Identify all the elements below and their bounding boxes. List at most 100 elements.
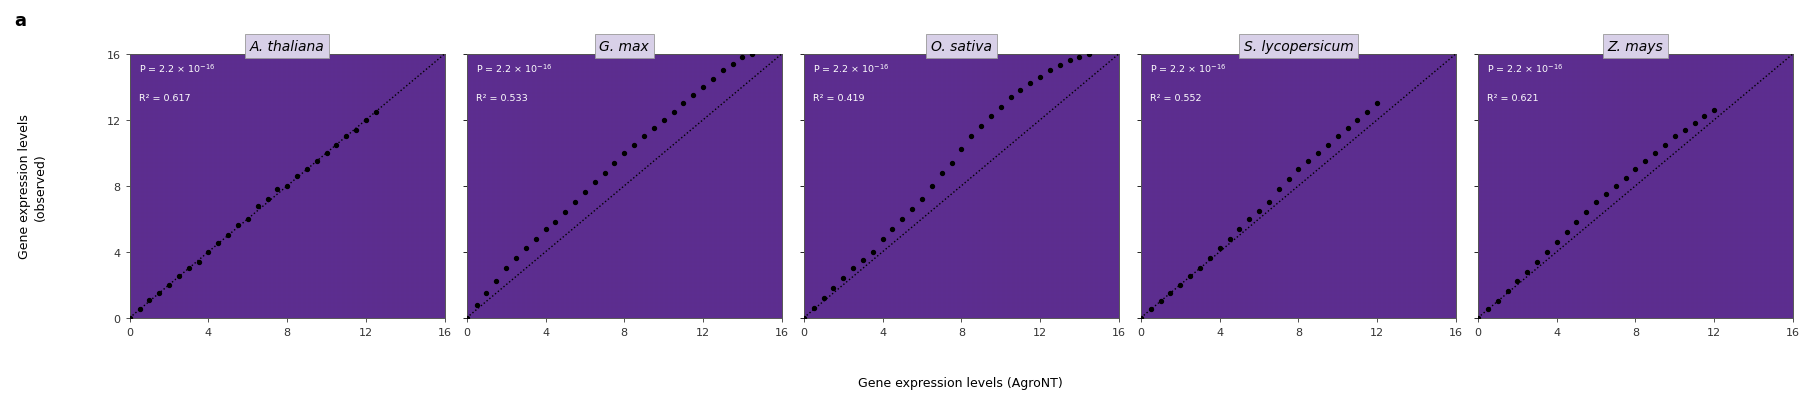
Text: R² = 0.617: R² = 0.617 — [139, 94, 191, 103]
Point — [986, 104, 1015, 111]
Point — [481, 279, 510, 285]
Point — [937, 160, 966, 166]
Point — [155, 282, 184, 288]
Text: P = 2.2 $\times$ 10$^{-16}$: P = 2.2 $\times$ 10$^{-16}$ — [813, 62, 890, 75]
Point — [580, 180, 609, 186]
Point — [115, 315, 144, 321]
Point — [1611, 175, 1640, 181]
Point — [1146, 298, 1175, 305]
Point — [1362, 101, 1391, 107]
Text: P = 2.2 $\times$ 10$^{-16}$: P = 2.2 $\times$ 10$^{-16}$ — [476, 62, 553, 75]
Point — [351, 117, 380, 124]
Point — [917, 183, 946, 190]
Point — [1215, 236, 1243, 242]
Point — [1514, 269, 1543, 275]
Text: P = 2.2 $\times$ 10$^{-16}$: P = 2.2 $\times$ 10$^{-16}$ — [1487, 62, 1564, 75]
Point — [362, 109, 391, 115]
Text: R² = 0.552: R² = 0.552 — [1150, 94, 1202, 103]
Point — [312, 150, 341, 157]
Point — [1353, 109, 1382, 115]
Text: P = 2.2 $\times$ 10$^{-16}$: P = 2.2 $\times$ 10$^{-16}$ — [1150, 62, 1227, 75]
Point — [551, 209, 580, 216]
Point — [928, 170, 957, 176]
Point — [966, 124, 995, 130]
Point — [688, 84, 717, 91]
Point — [521, 236, 550, 242]
Point — [1265, 186, 1294, 193]
Point — [948, 147, 977, 153]
Point — [591, 170, 620, 176]
Point — [600, 160, 629, 166]
Point — [1622, 166, 1651, 173]
Point — [818, 285, 847, 292]
Text: R² = 0.419: R² = 0.419 — [813, 94, 865, 103]
Text: R² = 0.621: R² = 0.621 — [1487, 94, 1539, 103]
Point — [541, 219, 569, 226]
Point — [252, 196, 281, 203]
Point — [214, 232, 243, 239]
Point — [512, 245, 541, 252]
Point — [800, 305, 829, 311]
Point — [1065, 55, 1094, 61]
Point — [1045, 63, 1074, 69]
Point — [1679, 121, 1708, 127]
Point — [1234, 216, 1263, 222]
Point — [1157, 290, 1186, 296]
Point — [789, 315, 818, 321]
Point — [532, 226, 560, 232]
Point — [1463, 315, 1492, 321]
Point — [560, 200, 589, 206]
Point — [1523, 259, 1552, 265]
Point — [1543, 239, 1571, 245]
Point — [223, 223, 252, 229]
Point — [1126, 315, 1155, 321]
Point — [1483, 298, 1512, 305]
Point — [1294, 158, 1323, 165]
Title: O. sativa: O. sativa — [932, 40, 991, 53]
Point — [243, 203, 272, 209]
Point — [1056, 58, 1085, 64]
Point — [737, 51, 766, 58]
Point — [1591, 191, 1620, 198]
Point — [501, 256, 530, 262]
Point — [1699, 107, 1728, 114]
Point — [332, 134, 360, 140]
Point — [1314, 142, 1342, 148]
Point — [263, 186, 292, 193]
Point — [629, 134, 658, 140]
Point — [144, 290, 173, 296]
Title: Z. mays: Z. mays — [1607, 40, 1663, 53]
Point — [728, 55, 757, 61]
Point — [1670, 127, 1699, 134]
Point — [1323, 134, 1352, 140]
Point — [124, 307, 153, 313]
Point — [1025, 75, 1054, 81]
Point — [234, 216, 263, 222]
Text: R² = 0.533: R² = 0.533 — [476, 94, 528, 103]
Point — [620, 142, 649, 148]
Point — [858, 249, 887, 255]
Point — [997, 94, 1025, 101]
Point — [1175, 273, 1204, 280]
Point — [1195, 256, 1224, 262]
Point — [571, 190, 600, 196]
Point — [1602, 183, 1631, 190]
Point — [1206, 245, 1234, 252]
Point — [452, 315, 481, 321]
Point — [1660, 134, 1688, 140]
Point — [977, 114, 1006, 120]
Point — [1225, 226, 1254, 232]
Point — [1303, 150, 1332, 157]
Point — [195, 249, 223, 255]
Point — [809, 295, 838, 301]
Point — [135, 296, 164, 303]
Text: Gene expression levels (AgroNT): Gene expression levels (AgroNT) — [858, 376, 1063, 389]
Point — [849, 257, 878, 264]
Point — [472, 290, 501, 296]
Point — [869, 236, 897, 242]
Point — [957, 134, 986, 140]
Point — [1690, 114, 1719, 120]
Point — [669, 101, 697, 107]
Point — [1254, 200, 1283, 206]
Point — [1582, 200, 1611, 206]
